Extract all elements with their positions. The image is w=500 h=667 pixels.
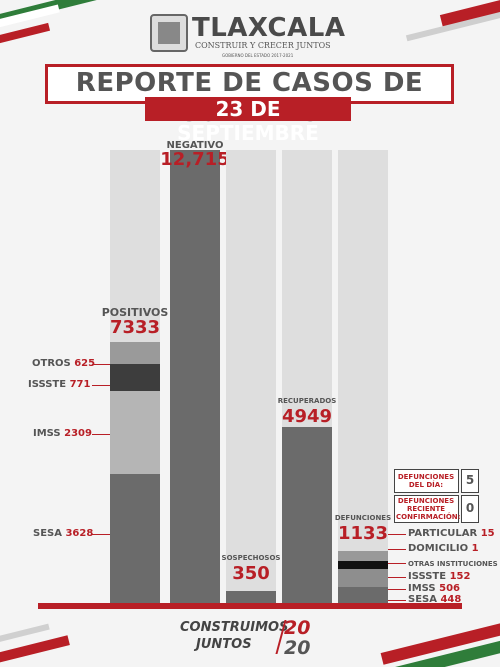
bar-positivos-imss xyxy=(110,391,160,474)
value-label-recuperados: 4949 xyxy=(281,405,333,427)
positivos-line-sesa xyxy=(92,534,110,535)
date-banner xyxy=(145,97,351,121)
defunciones-label-sesa: SESA 448 xyxy=(408,594,462,605)
bar-positivos-sesa xyxy=(110,473,160,603)
defunciones-line-domicilio xyxy=(388,549,406,550)
defunciones-line-particular xyxy=(388,534,406,535)
defunciones-dia-value-box xyxy=(461,469,479,493)
positivos-label-otros: OTROS 625 xyxy=(32,358,96,369)
bar-positivos-otros xyxy=(110,341,160,364)
bar-defunciones-imss xyxy=(338,569,388,588)
defunciones-reciente-value-box xyxy=(461,495,479,523)
bar-defunciones-otras-instituciones xyxy=(338,558,388,561)
bar-defunciones-sesa xyxy=(338,587,388,603)
label-positivos: POSITIVOS xyxy=(101,305,169,319)
bar-sospechosos xyxy=(226,590,276,603)
value-label-defunciones: 1133 xyxy=(337,523,389,544)
corner-stripe-red-bl xyxy=(0,635,70,667)
defunciones-label-issste: ISSSTE 152 xyxy=(408,571,471,582)
label-recuperados: RECUPERADOS xyxy=(277,396,337,405)
coat-of-arms-icon xyxy=(150,14,188,52)
defunciones-dia-label: DEFUNCIONES DEL DÍA: xyxy=(397,473,455,489)
positivos-line-imss xyxy=(92,434,110,435)
label-sospechosos: SOSPECHOSOS xyxy=(221,553,281,562)
column-bg-defunciones xyxy=(338,150,388,603)
value-label-positivos: 7333 xyxy=(109,316,161,338)
defunciones-label-particular: PARTICULAR 15 xyxy=(408,528,495,539)
defunciones-dia-value: 5 xyxy=(465,473,475,487)
defunciones-dia-box xyxy=(394,469,459,493)
brand-slogan: CONSTRUIR Y CRECER JUNTOS xyxy=(195,41,331,50)
bar-defunciones-domicilio xyxy=(338,555,388,558)
defunciones-label-domicilio: DOMICILIO 1 xyxy=(408,543,479,554)
bar-defunciones-issste xyxy=(338,561,388,569)
footer-year1: 20 xyxy=(284,617,311,639)
value-label-negativo: 12,715 xyxy=(160,149,230,170)
positivos-label-issste: ISSSTE 771 xyxy=(28,379,91,390)
bar-recuperados xyxy=(282,426,332,603)
label-defunciones: DEFUNCIONES xyxy=(334,514,392,522)
bar-defunciones-particular xyxy=(338,551,388,555)
corner-stripe-red-tl xyxy=(0,22,51,46)
positivos-label-sesa: SESA 3628 xyxy=(33,528,94,539)
bar-negativo xyxy=(170,150,220,603)
positivos-label-imss: IMSS 2309 xyxy=(33,428,92,439)
defunciones-label-imss: IMSS 506 xyxy=(408,583,460,594)
footer-line2: JUNTOS xyxy=(196,637,252,652)
brand-government: GOBIERNO DEL ESTADO 2017-2021 xyxy=(222,53,294,58)
defunciones-line-otras xyxy=(388,563,406,564)
column-bg-sospechosos xyxy=(226,150,276,603)
defunciones-line-sesa xyxy=(388,600,406,601)
defunciones-reciente-value: 0 xyxy=(465,501,475,515)
chart-baseline xyxy=(38,603,462,609)
label-negativo: NEGATIVO xyxy=(166,140,224,151)
defunciones-line-imss xyxy=(388,589,406,590)
brand-name: TLAXCALA xyxy=(192,13,346,43)
report-date: 23 DE SEPTIEMBRE xyxy=(177,97,319,145)
bar-positivos-issste xyxy=(110,364,160,392)
defunciones-line-issste xyxy=(388,577,406,578)
footer-line1: CONSTRUIMOS xyxy=(180,620,289,635)
defunciones-label-otras: OTRAS INSTITUCIONES 11 xyxy=(408,560,498,568)
defunciones-reciente-label: DEFUNCIONES RECIENTE CONFIRMACIÓN: xyxy=(396,497,461,521)
defunciones-reciente-box xyxy=(394,495,459,523)
value-label-sospechosos: 350 xyxy=(232,562,270,584)
positivos-line-issste xyxy=(92,385,110,386)
positivos-line-otros xyxy=(92,364,110,365)
footer-year2: 20 xyxy=(284,637,311,659)
